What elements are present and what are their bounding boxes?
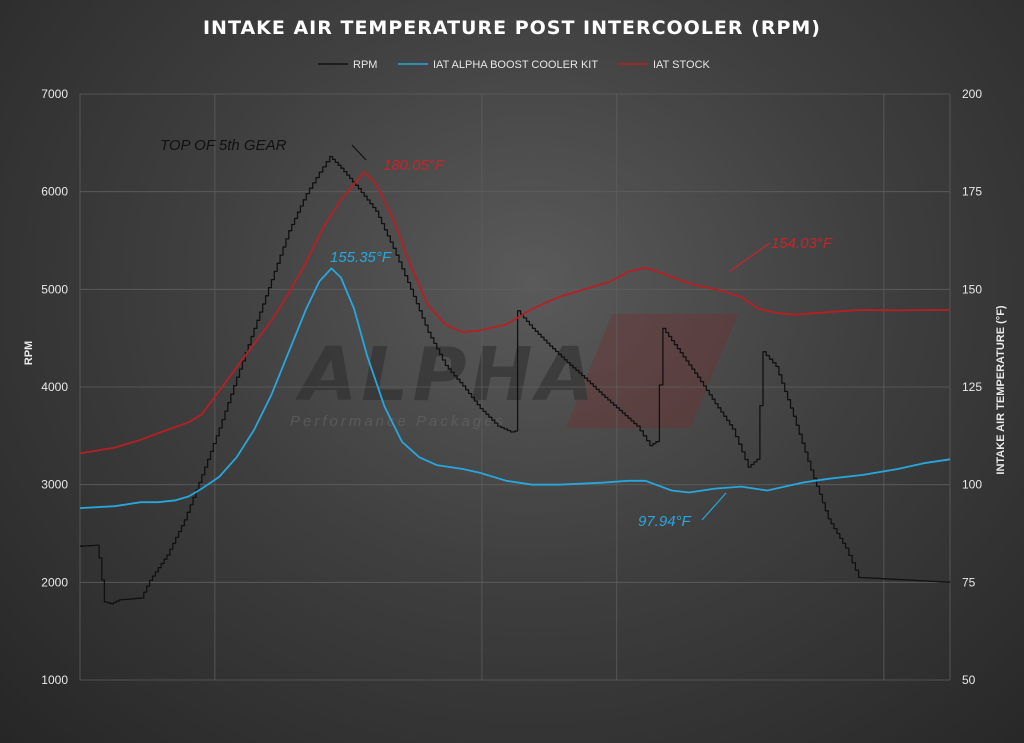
- right-axis-label: INTAKE AIR TEMPERATURE (°F): [995, 305, 1007, 475]
- annotation-leader: [351, 144, 367, 161]
- annotation-label: 180.05°F: [383, 157, 445, 174]
- left-tick-label: 6000: [41, 185, 68, 199]
- right-tick-label: 150: [962, 282, 982, 296]
- left-tick-label: 3000: [41, 478, 68, 492]
- right-tick-label: 200: [962, 87, 982, 101]
- legend: RPM IAT ALPHA BOOST COOLER KIT IAT STOCK: [318, 59, 711, 71]
- right-axis-ticks: 50 75 100 125 150 175 200: [962, 87, 982, 687]
- annotation-label: 154.03°F: [771, 235, 833, 252]
- series-line-stock: [79, 171, 950, 455]
- series-line-alpha: [79, 267, 951, 509]
- left-tick-label: 2000: [41, 575, 68, 589]
- right-tick-label: 100: [962, 478, 982, 492]
- annotations: TOP OF 5th GEAR 180.05°F 155.35°F 154.03°F 9…: [160, 137, 833, 530]
- left-axis-label: RPM: [23, 341, 35, 365]
- right-tick-label: 175: [962, 185, 982, 199]
- left-tick-label: 5000: [41, 282, 68, 296]
- annotation-label: 97.94°F: [638, 513, 692, 530]
- legend-label-alpha: IAT ALPHA BOOST COOLER KIT: [433, 59, 598, 71]
- chart-title: INTAKE AIR TEMPERATURE POST INTERCOOLER …: [203, 17, 821, 39]
- left-tick-label: 1000: [41, 673, 68, 687]
- legend-label-rpm: RPM: [353, 59, 377, 71]
- right-tick-label: 75: [962, 575, 976, 589]
- annotation-leader: [701, 492, 727, 521]
- series-line-rpm: [80, 155, 951, 605]
- right-tick-label: 50: [962, 673, 976, 687]
- annotation-label: 155.35°F: [330, 249, 392, 266]
- annotation-leader: [729, 242, 771, 272]
- left-tick-label: 4000: [41, 380, 68, 394]
- watermark-sub-text: Performance Packages: [290, 413, 506, 430]
- watermark-main-text: ALPHA: [295, 332, 598, 418]
- series-group: [79, 155, 951, 605]
- left-tick-label: 7000: [41, 87, 68, 101]
- legend-label-stock: IAT STOCK: [653, 59, 711, 71]
- right-tick-label: 125: [962, 380, 982, 394]
- watermark: ALPHA Performance Packages: [290, 314, 738, 430]
- annotation-label: TOP OF 5th GEAR: [160, 137, 287, 154]
- gridlines: [79, 93, 951, 681]
- left-axis-ticks: 1000 2000 3000 4000 5000 6000 7000: [41, 87, 68, 687]
